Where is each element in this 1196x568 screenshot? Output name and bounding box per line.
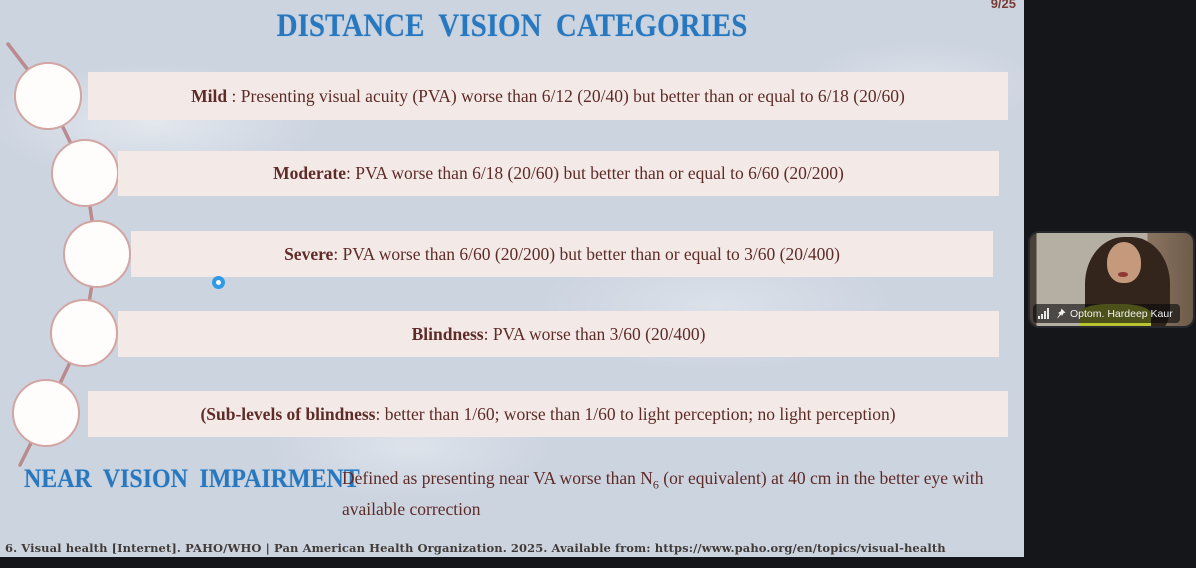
category-row-mild: Mild : Presenting visual acuity (PVA) wo… <box>88 72 1008 120</box>
participant-lips <box>1118 272 1128 277</box>
category-label: Moderate <box>273 163 346 183</box>
category-label: (Sub-levels of blindness <box>200 403 376 424</box>
category-row-moderate: Moderate: PVA worse than 6/18 (20/60) bu… <box>118 151 999 196</box>
category-text: : PVA worse than 6/18 (20/60) but better… <box>346 163 844 183</box>
category-row-sublevels: (Sub-levels of blindness: better than 1/… <box>88 391 1008 437</box>
definition-text: Defined as presenting near VA worse than… <box>342 468 653 488</box>
near-vision-heading: NEAR VISION IMPAIRMENT <box>24 464 360 493</box>
bottom-dark-strip <box>0 557 1024 568</box>
category-text: : better than 1/60; worse than 1/60 to l… <box>375 403 896 424</box>
pointer-ring-annotation <box>212 276 225 289</box>
slide-title: DISTANCE VISION CATEGORIES <box>276 8 748 44</box>
presentation-slide: DISTANCE VISION CATEGORIES 9/25 Mild : P… <box>0 0 1024 557</box>
category-label: Severe <box>284 243 334 264</box>
category-text: : Presenting visual acuity (PVA) worse t… <box>227 85 905 106</box>
participant-name-bar: Optom. Hardeep Kaur <box>1033 304 1180 323</box>
definition-text: (or equivalent) at 40 cm in the better e… <box>342 468 984 519</box>
slide-page-indicator: 9/25 <box>990 0 1016 11</box>
definition-subscript: 6 <box>652 477 659 492</box>
category-row-severe: Severe: PVA worse than 6/60 (20/200) but… <box>131 231 993 277</box>
category-label: Mild <box>191 85 228 106</box>
category-text: : PVA worse than 6/60 (20/200) but bette… <box>333 243 840 264</box>
category-text: : PVA worse than 3/60 (20/400) <box>483 323 706 344</box>
participant-face <box>1106 242 1141 284</box>
participant-video-thumbnail[interactable]: Optom. Hardeep Kaur <box>1030 233 1193 326</box>
category-row-blindness: Blindness: PVA worse than 3/60 (20/400) <box>118 311 999 357</box>
category-label: Blindness <box>411 323 484 344</box>
near-vision-definition: Defined as presenting near VA worse than… <box>342 466 1002 521</box>
participant-name: Optom. Hardeep Kaur <box>1070 307 1173 320</box>
signal-bars-icon <box>1038 308 1051 319</box>
pin-icon[interactable] <box>1055 308 1066 319</box>
citation-footer: 6. Visual health [Internet]. PAHO/WHO | … <box>5 541 946 555</box>
